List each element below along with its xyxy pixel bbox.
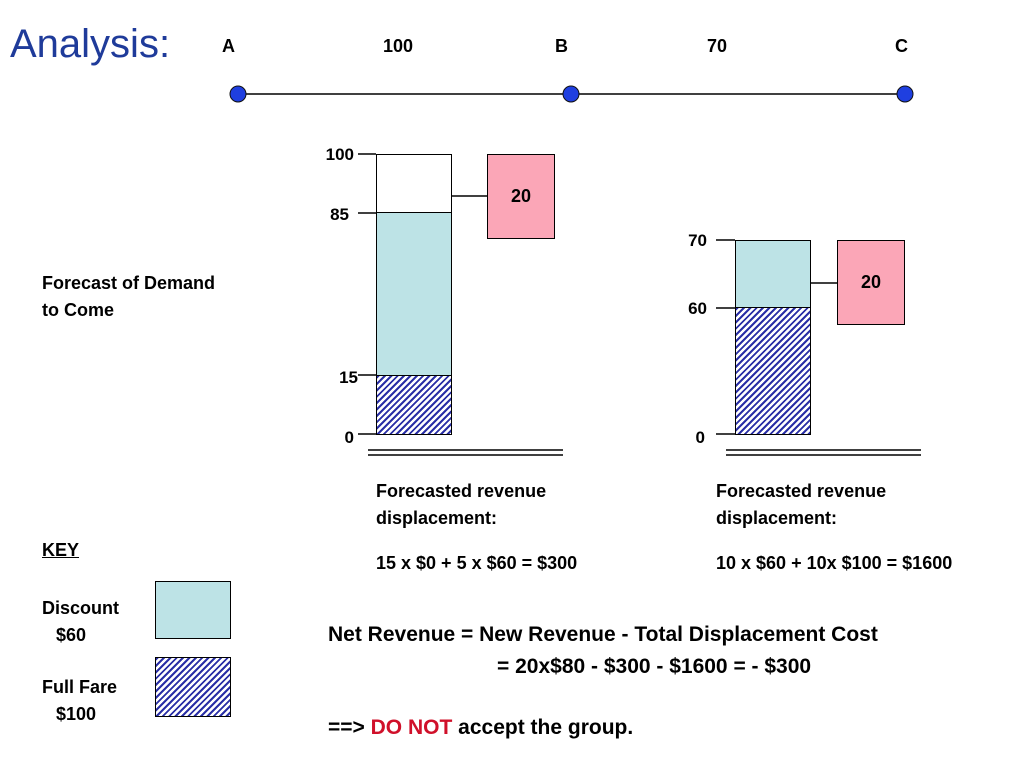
key-discount-swatch <box>155 581 231 639</box>
chart2-tick-0: 0 <box>695 428 705 447</box>
stop-a-marker <box>229 85 247 103</box>
net-revenue-line1: Net Revenue = New Revenue - Total Displa… <box>328 623 878 646</box>
stop-c-label: C <box>895 36 908 56</box>
chart1-tick-100: 100 <box>325 145 354 164</box>
chart2-fullfare-segment <box>735 307 811 435</box>
chart2-group-box: 20 <box>837 240 905 325</box>
chart1-group-box: 20 <box>487 154 555 239</box>
chart2-tick-60: 60 <box>688 299 707 318</box>
chart2-discount-segment <box>735 240 811 309</box>
key-discount-label: Discount $60 <box>42 598 120 645</box>
chart1-tick-15: 15 <box>339 368 358 387</box>
route-diagram <box>229 85 914 103</box>
chart1-tick-85: 85 <box>330 205 349 224</box>
stop-c-marker <box>896 85 914 103</box>
stop-a-label: A <box>222 36 235 56</box>
chart2-displacement-text: Forecasted revenue displacement: 10 x $6… <box>716 481 953 573</box>
chart1-discount-segment <box>376 212 452 376</box>
stop-b-label: B <box>555 36 568 56</box>
chart1-empty-segment <box>376 154 452 214</box>
conclusion-suffix: accept the group. <box>458 716 634 739</box>
key-heading: KEY <box>42 540 80 560</box>
page-title: Analysis: <box>10 22 171 66</box>
chart2-tick-70: 70 <box>688 231 707 250</box>
stop-b-marker <box>562 85 580 103</box>
conclusion-emphasis: DO NOT <box>370 716 453 739</box>
chart1-tick-0: 0 <box>344 428 354 447</box>
demand-label: Forecast of Demand to Come <box>42 273 216 320</box>
leg-ab-capacity: 100 <box>383 36 414 56</box>
chart1-displacement-text: Forecasted revenue displacement: 15 x $0… <box>376 481 578 573</box>
conclusion: ==> DO NOT accept the group. <box>328 716 633 740</box>
leg-bc-capacity: 70 <box>707 36 728 56</box>
net-revenue-line2: = 20x$80 - $300 - $1600 = - $300 <box>497 655 812 678</box>
chart1-fullfare-segment <box>376 375 452 435</box>
key-fullfare-swatch <box>155 657 231 717</box>
conclusion-prefix: ==> <box>328 716 365 739</box>
key-fullfare-label: Full Fare $100 <box>42 677 118 724</box>
